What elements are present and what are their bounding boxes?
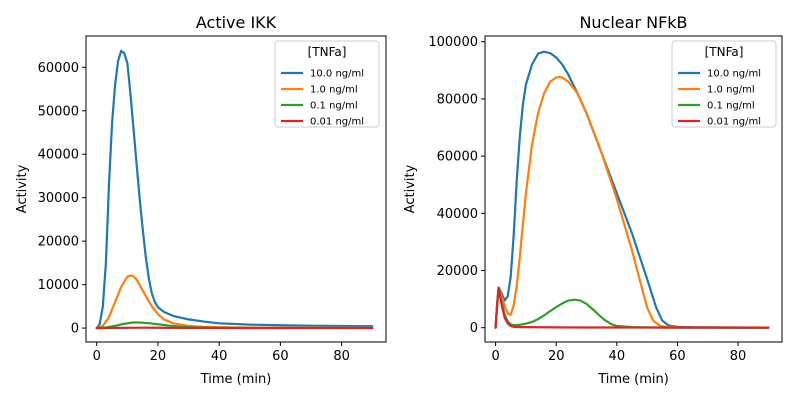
y-tick-label: 100000 xyxy=(428,35,478,50)
x-axis-label: Time (min) xyxy=(597,372,669,387)
y-tick-label: 80000 xyxy=(437,92,478,107)
legend-label-2: 0.1 ng/ml xyxy=(707,101,755,112)
legend-label-3: 0.01 ng/ml xyxy=(310,117,364,128)
x-axis-label: Time (min) xyxy=(200,372,272,387)
legend-label-1: 1.0 ng/ml xyxy=(707,85,755,96)
legend-label-2: 0.1 ng/ml xyxy=(310,101,358,112)
y-axis-label: Activity xyxy=(15,164,30,213)
x-tick-label: 60 xyxy=(272,349,289,364)
legend-title: [TNFa] xyxy=(308,45,347,59)
x-tick-label: 0 xyxy=(491,349,499,364)
legend-title: [TNFa] xyxy=(705,45,744,59)
y-tick-label: 20000 xyxy=(38,235,79,250)
y-tick-label: 60000 xyxy=(437,150,478,165)
chart-title: Active IKK xyxy=(196,13,277,32)
y-tick-label: 30000 xyxy=(38,191,79,206)
chart-0: Active IKK 0 20 40 60 80 0 10000 20000 30000 40000… xyxy=(15,13,387,387)
legend-label-0: 10.0 ng/ml xyxy=(310,69,364,80)
series-line-0 xyxy=(494,50,770,329)
x-tick-label: 40 xyxy=(609,349,626,364)
x-tick-label: 80 xyxy=(730,349,747,364)
x-tick-label: 20 xyxy=(548,349,565,364)
x-tick-label: 0 xyxy=(93,349,101,364)
legend-label-1: 1.0 ng/ml xyxy=(310,85,358,96)
legend: [TNFa] 10.0 ng/ml 1.0 ng/ml 0.1 ng/ml 0.01 n… xyxy=(671,40,777,128)
legend-label-3: 0.01 ng/ml xyxy=(707,117,761,128)
y-tick-label: 50000 xyxy=(38,104,79,119)
x-tick-label: 80 xyxy=(333,349,350,364)
series-group xyxy=(494,50,770,329)
y-tick-label: 10000 xyxy=(38,278,79,293)
plot-frame xyxy=(484,35,783,343)
y-axis-label: Activity xyxy=(403,164,418,213)
y-tick-label: 20000 xyxy=(437,264,478,279)
chart-title: Nuclear NFkB xyxy=(579,13,687,32)
series-group xyxy=(95,49,374,330)
x-tick-label: 60 xyxy=(669,349,686,364)
series-line-3 xyxy=(494,286,770,329)
x-tick-label: 20 xyxy=(150,349,167,364)
legend: [TNFa] 10.0 ng/ml 1.0 ng/ml 0.1 ng/ml 0.01 n… xyxy=(274,40,380,128)
series-line-1 xyxy=(95,274,374,330)
chart-1: Nuclear NFkB 0 20 40 60 80 0 20000 40000 60000 800… xyxy=(403,13,783,387)
plot-frame xyxy=(85,35,387,343)
series-line-0 xyxy=(95,49,374,330)
y-tick-label: 40000 xyxy=(437,207,478,222)
x-tick-label: 40 xyxy=(211,349,228,364)
y-tick-label: 0 xyxy=(470,321,478,336)
y-tick-label: 60000 xyxy=(38,61,79,76)
y-tick-label: 40000 xyxy=(38,148,79,163)
legend-label-0: 10.0 ng/ml xyxy=(707,69,761,80)
y-tick-label: 0 xyxy=(71,322,79,337)
series-line-2 xyxy=(494,286,770,329)
series-line-1 xyxy=(494,75,770,329)
